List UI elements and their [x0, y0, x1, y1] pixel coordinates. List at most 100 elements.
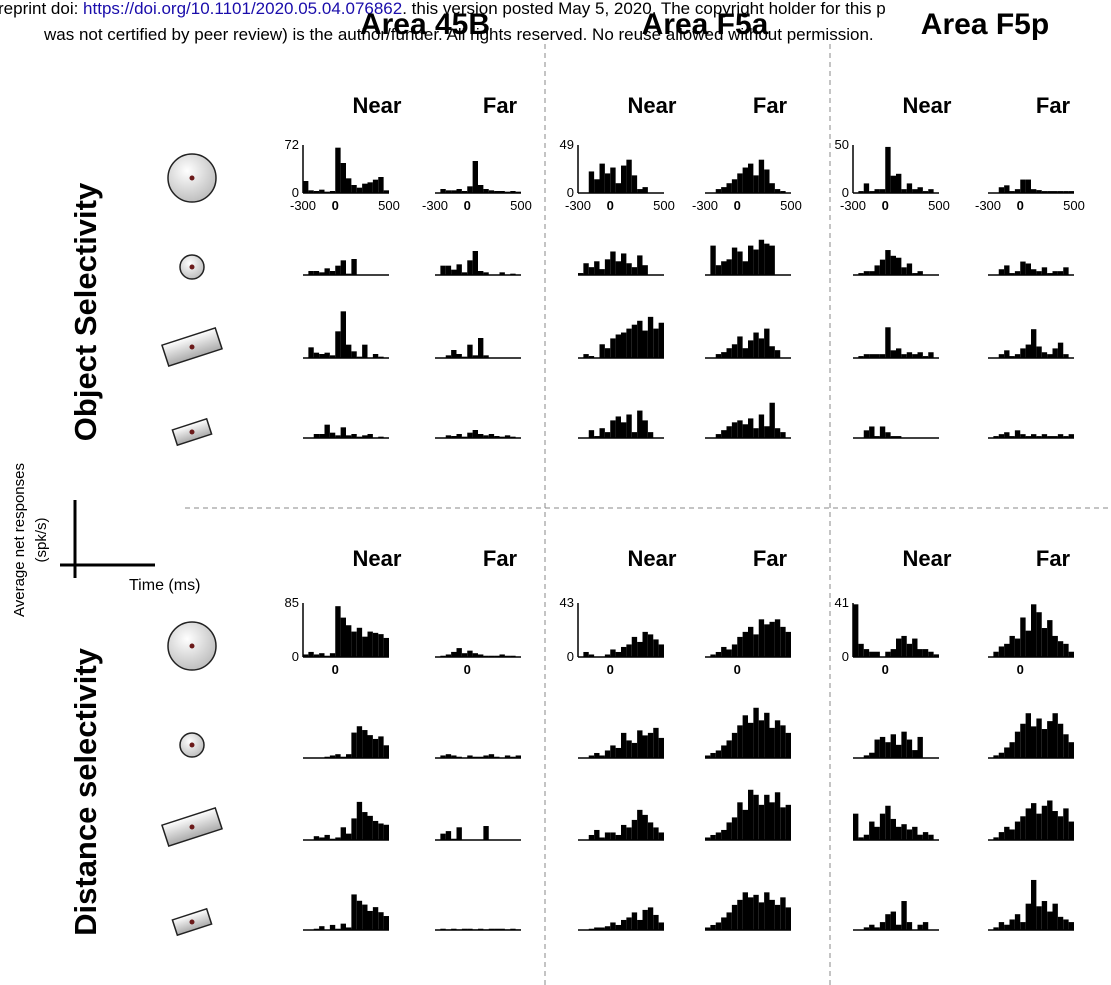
histogram-bar — [901, 189, 907, 193]
histogram-bar — [863, 649, 870, 657]
x-tick-label: 0 — [734, 662, 741, 677]
histogram-bar — [483, 272, 489, 275]
histogram-bar — [1014, 914, 1021, 930]
doi-link[interactable]: https://doi.org/10.1101/2020.05.04.07686… — [83, 0, 402, 18]
histogram-bar — [1025, 179, 1031, 193]
histogram-bar — [456, 264, 462, 275]
histogram-bar — [626, 917, 632, 930]
histogram-bar — [885, 146, 891, 193]
histogram-bar — [748, 722, 754, 758]
histogram-bar — [721, 745, 727, 758]
histogram-bar — [1057, 916, 1064, 930]
histogram-bar — [599, 755, 605, 758]
histogram-bar — [324, 424, 330, 438]
histogram-bar — [510, 191, 516, 193]
histogram-bar — [1014, 430, 1021, 438]
histogram-bar — [858, 273, 864, 275]
histogram-bar — [383, 637, 389, 657]
histogram-bar — [1009, 273, 1015, 275]
histogram-bar — [917, 834, 923, 840]
histogram-bar — [494, 436, 500, 438]
x-tick-label: 0 — [882, 198, 889, 213]
scale-bar — [60, 500, 155, 578]
histogram-bar — [472, 161, 478, 193]
histogram-bar — [1047, 721, 1053, 758]
x-tick-label: 500 — [653, 198, 675, 213]
histogram-bar — [362, 344, 368, 358]
histogram-bar — [483, 755, 489, 758]
histogram-bar — [456, 648, 462, 657]
histogram-bar — [372, 179, 379, 193]
histogram-bar — [917, 187, 923, 193]
histogram-bar — [478, 434, 484, 438]
histogram-bar — [753, 794, 759, 840]
histogram-bar — [472, 653, 478, 657]
histogram-bar — [604, 750, 611, 758]
histogram-bar — [1052, 903, 1058, 930]
histogram-bar — [1020, 434, 1026, 438]
histogram-bar — [705, 927, 711, 930]
dividers — [185, 44, 1111, 985]
histogram-bar — [993, 927, 999, 930]
histogram-bar — [1020, 261, 1026, 275]
x-tick-label: 500 — [1063, 198, 1085, 213]
histogram-bar — [896, 826, 902, 840]
histogram-bar — [1014, 354, 1021, 358]
histogram-bar — [1031, 604, 1037, 657]
histogram-bar — [874, 651, 880, 657]
histogram-bar — [1025, 630, 1031, 657]
histogram-bar — [874, 739, 880, 758]
histogram-bar — [748, 340, 754, 358]
histogram-bar — [472, 430, 478, 438]
header-text: reprint doi: — [0, 0, 83, 18]
histogram-bar — [642, 735, 648, 758]
x-tick-label: 0 — [464, 198, 471, 213]
scale-ylabel: Average net responses — [11, 463, 28, 617]
histogram-bar — [1036, 346, 1042, 358]
histogram-bar — [594, 752, 600, 758]
histogram-bar — [631, 432, 638, 438]
histogram-bar — [1031, 434, 1037, 438]
histogram-bar — [869, 426, 875, 438]
histogram-bar — [1068, 651, 1074, 657]
histogram-bar — [362, 183, 368, 193]
histogram-bar — [637, 809, 643, 840]
histogram-bar — [896, 744, 902, 758]
histogram-bar — [710, 924, 716, 930]
histogram-bar — [726, 649, 732, 657]
histogram-bar — [742, 715, 748, 758]
histogram-bar — [621, 732, 627, 758]
histogram-bar — [329, 432, 336, 438]
histogram-bar — [1036, 906, 1042, 930]
histogram-bar — [1052, 191, 1058, 193]
histogram-bar — [998, 434, 1005, 438]
histogram-bar — [1041, 901, 1048, 930]
histogram-bar — [445, 831, 452, 840]
histogram-bar — [742, 261, 748, 275]
column-header: Far — [483, 93, 518, 118]
histogram-bar — [858, 837, 864, 840]
histogram-bar — [1031, 803, 1037, 840]
histogram-bar — [626, 263, 632, 275]
histogram-bar — [1036, 612, 1042, 657]
histogram-bar — [467, 260, 473, 275]
dot — [189, 824, 195, 830]
histogram-bar — [874, 826, 880, 840]
histogram-bar — [335, 837, 341, 840]
histogram-bar — [758, 338, 765, 358]
histogram-bar — [351, 732, 357, 758]
histogram-bar — [879, 189, 886, 193]
histogram-bar — [303, 654, 309, 657]
histogram-bar — [863, 271, 870, 275]
histogram-bar — [715, 434, 722, 438]
histogram-bar — [647, 907, 654, 930]
histogram-bar — [906, 183, 913, 193]
column-header: Far — [753, 93, 788, 118]
histogram-bar — [869, 651, 875, 657]
column-header: Far — [1036, 546, 1071, 571]
histogram-bar — [890, 350, 896, 358]
x-tick-label: 0 — [332, 198, 339, 213]
histogram-bar — [774, 189, 781, 193]
histogram-bar — [621, 422, 627, 438]
histogram-bar — [1004, 924, 1010, 930]
